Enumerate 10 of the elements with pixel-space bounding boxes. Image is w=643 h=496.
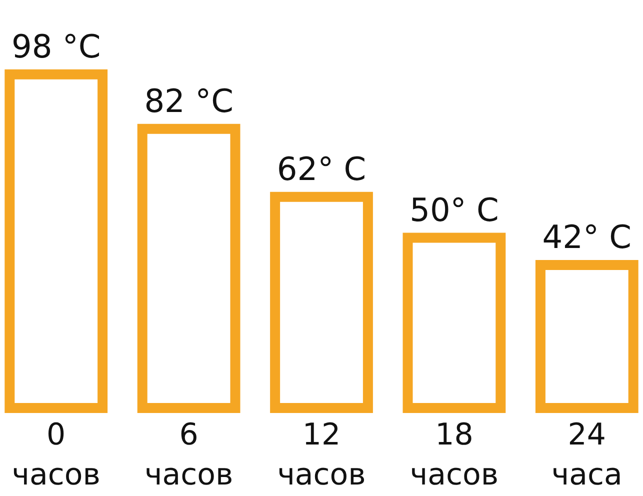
data-label: 82 °C [144,82,234,120]
x-tick-label: 18 часов [410,418,499,492]
x-tick-label: 6 часов [144,418,234,492]
data-label: 62° C [276,150,366,188]
x-tick-label: 24 часа [551,418,622,492]
x-tick-label: 0 часов [12,418,100,492]
data-label: 98 °C [11,27,101,66]
data-label: 50° C [410,190,499,229]
data-label: 42° C [542,218,632,256]
x-tick-label: 12 часов [277,418,366,492]
